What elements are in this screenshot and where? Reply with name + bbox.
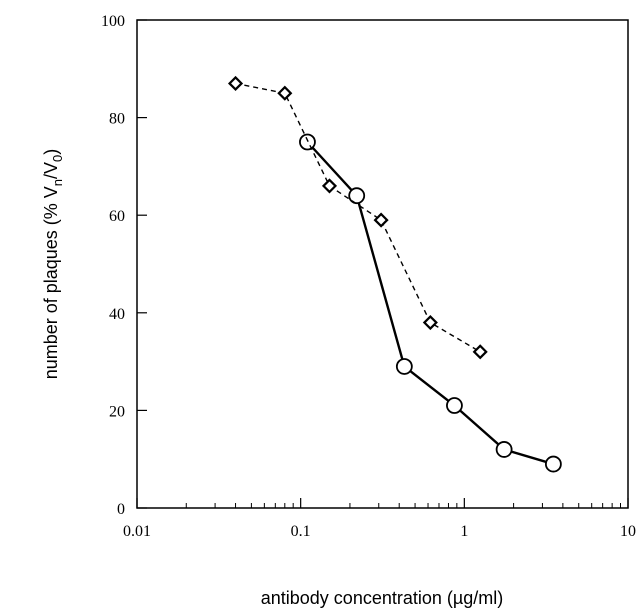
data-point-diamond: [321, 178, 338, 194]
series-diamond: [227, 75, 488, 360]
data-point-circle: [348, 187, 366, 205]
series-circle: [299, 133, 562, 473]
y-axis-label-mid: /V: [41, 162, 61, 179]
y-tick-label: 20: [109, 403, 125, 420]
x-axis-label: antibody concentration (µg/ml): [261, 588, 504, 608]
data-point-diamond: [277, 85, 293, 101]
y-axis-label-sub2: 0: [50, 155, 65, 162]
data-point-diamond: [227, 75, 244, 91]
y-tick-label: 40: [109, 306, 125, 323]
y-tick-label: 80: [109, 111, 125, 128]
data-point-diamond: [472, 344, 488, 360]
data-point-circle: [395, 358, 413, 375]
data-point-circle: [544, 455, 562, 473]
series-line: [235, 82, 481, 353]
plot-frame: [136, 19, 629, 509]
data-point-diamond: [373, 212, 389, 228]
y-axis-label-pre: number of plaques (% V: [41, 186, 61, 379]
y-axis-label-post: ): [41, 149, 61, 155]
series-line: [306, 141, 554, 466]
x-tick-label: 0.01: [123, 523, 151, 540]
y-tick-label: 0: [117, 501, 125, 518]
data-point-circle: [446, 397, 463, 414]
x-tick-label: 10: [620, 523, 636, 540]
data-point-circle: [495, 441, 513, 458]
data-point-circle: [299, 133, 316, 151]
y-tick-label: 100: [101, 13, 125, 30]
x-tick-label: 0.1: [291, 523, 311, 540]
y-tick-label: 60: [109, 208, 125, 225]
x-tick-label: 1: [460, 523, 468, 540]
data-point-diamond: [422, 315, 438, 331]
y-axis-label-sub1: n: [50, 179, 65, 186]
y-axis-label: number of plaques (% Vn/V0): [41, 149, 65, 380]
